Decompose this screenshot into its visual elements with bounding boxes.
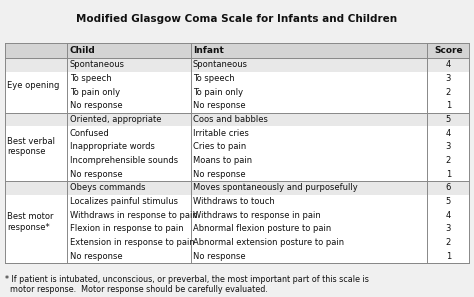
Text: To pain only: To pain only [193,88,243,97]
Text: 1: 1 [446,252,451,260]
Text: To speech: To speech [70,74,111,83]
Text: Moves spontaneously and purposefully: Moves spontaneously and purposefully [193,183,358,192]
Text: Irritable cries: Irritable cries [193,129,249,138]
Text: No response: No response [70,252,122,260]
Text: Inappropriate words: Inappropriate words [70,142,155,151]
Text: Abnormal extension posture to pain: Abnormal extension posture to pain [193,238,344,247]
Text: Flexion in response to pain: Flexion in response to pain [70,224,183,233]
Text: Oriented, appropriate: Oriented, appropriate [70,115,161,124]
Text: 4: 4 [446,60,451,69]
Text: 3: 3 [446,142,451,151]
Text: Withdraws in response to pain: Withdraws in response to pain [70,211,198,219]
Bar [5,58,469,72]
Text: Cries to pain: Cries to pain [193,142,246,151]
Text: 3: 3 [446,224,451,233]
Text: Eye opening: Eye opening [7,81,59,90]
Text: * If patient is intubated, unconscious, or preverbal, the most important part of: * If patient is intubated, unconscious, … [5,275,369,294]
Text: 4: 4 [446,129,451,138]
Bar [5,181,469,195]
Bar [5,113,469,126]
Text: 2: 2 [446,88,451,97]
Text: 1: 1 [446,170,451,178]
Text: Best verbal
response: Best verbal response [7,137,55,157]
Text: 3: 3 [446,74,451,83]
Text: No response: No response [70,101,122,110]
Text: Abnormal flexion posture to pain: Abnormal flexion posture to pain [193,224,331,233]
Text: Modified Glasgow Coma Scale for Infants and Children: Modified Glasgow Coma Scale for Infants … [76,14,398,24]
Text: Spontaneous: Spontaneous [70,60,125,69]
Text: To speech: To speech [193,74,235,83]
Text: Extension in response to pain: Extension in response to pain [70,238,194,247]
Text: 6: 6 [446,183,451,192]
Text: Withdraws to touch: Withdraws to touch [193,197,274,206]
Text: No response: No response [70,170,122,178]
Text: No response: No response [193,252,246,260]
Text: Spontaneous: Spontaneous [193,60,248,69]
Text: Coos and babbles: Coos and babbles [193,115,268,124]
Text: Infant: Infant [193,46,224,55]
Text: Withdraws to response in pain: Withdraws to response in pain [193,211,321,219]
Bar [5,43,469,58]
Text: Confused: Confused [70,129,109,138]
Bar [5,43,469,263]
Text: Score: Score [434,46,463,55]
Text: 4: 4 [446,211,451,219]
Text: 2: 2 [446,238,451,247]
Text: 1: 1 [446,101,451,110]
Text: Best motor
response*: Best motor response* [7,212,54,232]
Text: Moans to pain: Moans to pain [193,156,252,165]
Text: 5: 5 [446,115,451,124]
Text: No response: No response [193,101,246,110]
Text: Obeys commands: Obeys commands [70,183,146,192]
Text: Child: Child [70,46,96,55]
Text: No response: No response [193,170,246,178]
Text: 5: 5 [446,197,451,206]
Text: Incomprehensible sounds: Incomprehensible sounds [70,156,178,165]
Text: Localizes painful stimulus: Localizes painful stimulus [70,197,178,206]
Text: 2: 2 [446,156,451,165]
Text: To pain only: To pain only [70,88,120,97]
